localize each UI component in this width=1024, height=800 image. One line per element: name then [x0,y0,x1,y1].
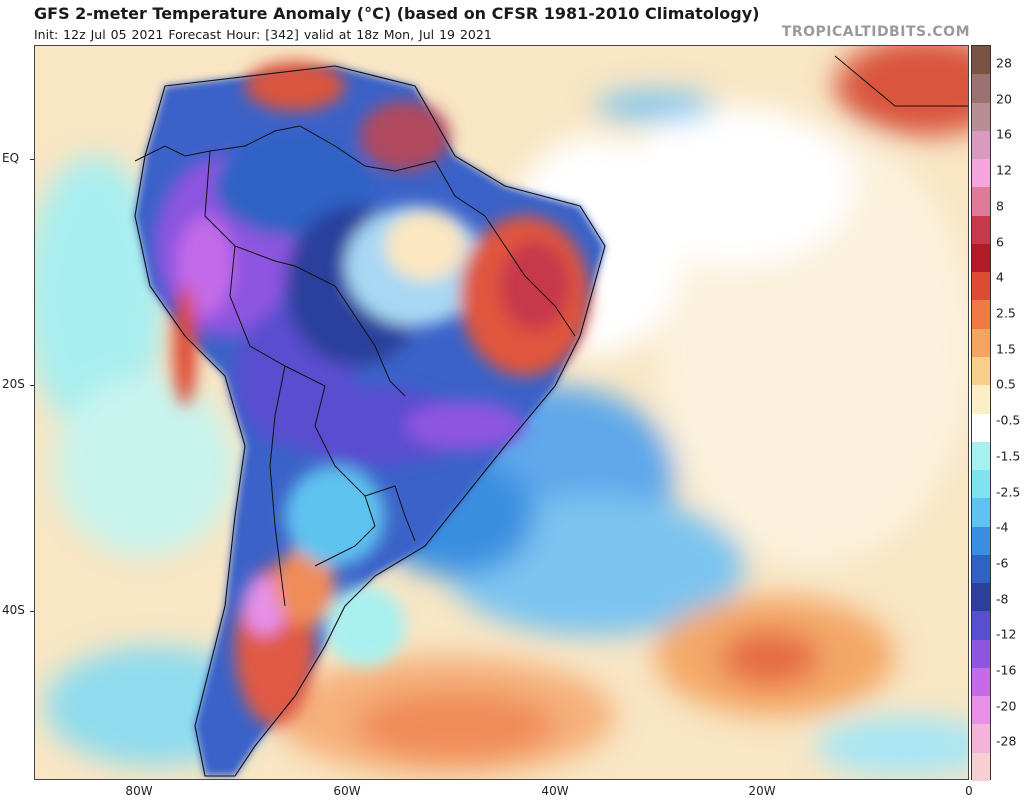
colorbar-segment [972,696,990,725]
colorbar-label: 16 [996,126,1012,142]
lon-label-40w: 40W [541,784,569,798]
colorbar-segment [972,667,990,697]
colorbar-segment [972,611,990,641]
lon-label-20w: 20W [748,784,776,798]
colorbar-segment [972,752,990,782]
colorbar-label: -16 [996,662,1017,678]
colorbar-segment [972,130,990,160]
colorbar-label: -1.5 [996,448,1021,464]
colorbar-label: 6 [996,234,1004,250]
anomaly-map [34,45,969,780]
lat-label-40s: 40S [2,603,25,617]
colorbar-segment [972,74,990,104]
colorbar-label: 4 [996,269,1004,285]
colorbar-segment [972,215,990,245]
lat-label-20s: 20S [2,377,25,391]
colorbar-segment [972,470,990,499]
colorbar-segment [972,272,990,301]
colorbar-label: 20 [996,91,1012,107]
country-borders [134,125,576,607]
lon-label-60w: 60W [333,784,361,798]
colorbar-segment [972,46,990,75]
colorbar-segment [972,102,990,132]
colorbar-label: -2.5 [996,484,1021,499]
colorbar-segment [972,498,990,528]
colorbar-segment [972,526,990,556]
forecast-subtitle: Init: 12z Jul 05 2021 Forecast Hour: [34… [34,27,492,42]
colorbar-segment [972,187,990,217]
lat-tick [30,611,34,612]
colorbar-label: 0.5 [996,376,1016,392]
colorbar-label: -4 [996,519,1009,535]
lat-tick [30,159,34,160]
colorbar-segment [972,385,990,414]
site-brand: TROPICALTIDBITS.COM [781,24,970,40]
colorbar-segment [972,441,990,471]
africa-coast [834,55,968,107]
colorbar-segment [972,413,990,443]
colorbar-segment [972,639,990,669]
colorbar-label: 28 [996,55,1012,71]
colorbar-label: -20 [996,698,1017,714]
colorbar-segment [972,243,990,273]
colorbar-segment [972,356,990,386]
colorbar-label: -6 [996,555,1009,571]
colorbar-label: 2.5 [996,305,1016,321]
colorbar-segment [972,724,990,754]
colorbar-segment [972,328,990,358]
colorbar-label: 1.5 [996,341,1016,357]
colorbar-segment [972,583,990,612]
colorbar-segment [972,554,990,584]
colorbar-label: -12 [996,626,1017,642]
lat-label-eq: EQ [2,151,20,165]
colorbar-label: 8 [996,198,1004,214]
colorbar-label: -0.5 [996,412,1021,428]
lat-tick [30,385,34,386]
chart-title: GFS 2-meter Temperature Anomaly (°C) (ba… [34,4,760,23]
coastline [134,65,606,777]
colorbar-segment [972,159,990,188]
lon-label-80w: 80W [125,784,153,798]
colorbar-label: -8 [996,591,1009,607]
map-canvas [35,46,968,779]
colorbar-label: 12 [996,162,1012,178]
colorbar [971,45,991,782]
colorbar-label: -28 [996,733,1017,749]
lon-label-0: 0 [965,784,973,798]
colorbar-segment [972,300,990,330]
